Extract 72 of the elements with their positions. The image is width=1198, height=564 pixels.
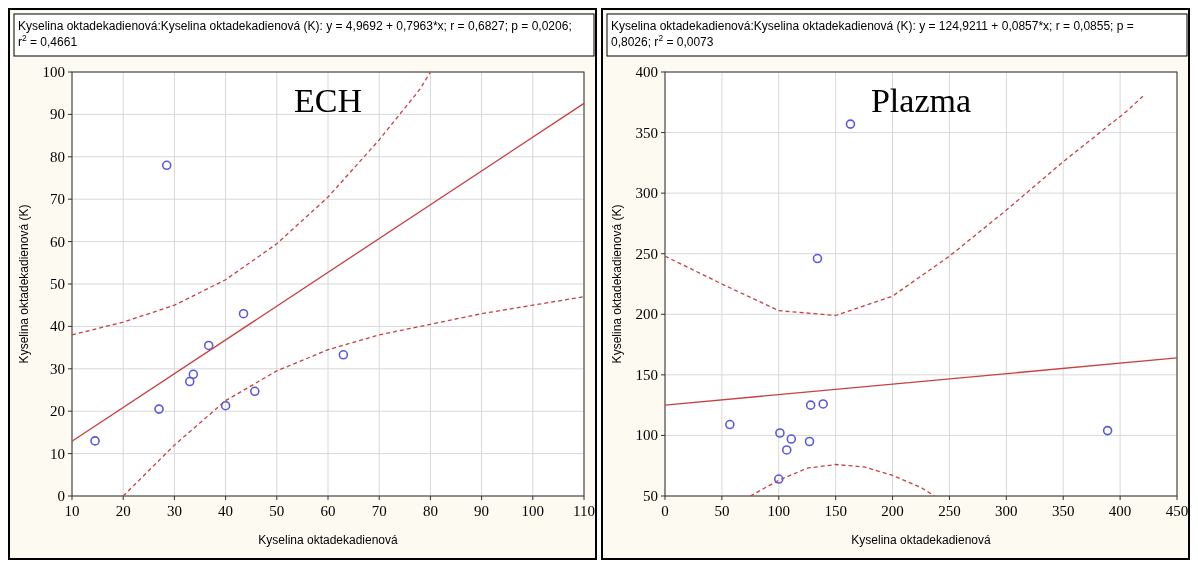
- y-tick-label: 100: [635, 427, 658, 444]
- y-axis-title: Kyselina oktadekadienová (K): [610, 204, 624, 364]
- text: Kyselina oktadekadienová:Kyselina oktadekadienová (K): y = 4,9692 + 0,7963*x; r = 0,6827; p = 0,0206; r$^{2}$ = 0,4661: [18, 19, 572, 49]
- line-series: [72, 72, 432, 336]
- x-tick-label: 60: [320, 503, 336, 519]
- x-tick-label: 50: [714, 503, 730, 519]
- x-tick-label: 30: [166, 503, 182, 519]
- point: [845, 119, 856, 129]
- point: [220, 400, 231, 411]
- x-tick-label: 10: [64, 503, 80, 519]
- y-tick-label: 100: [42, 64, 65, 80]
- y-tick-label: 10: [50, 445, 65, 462]
- x-axis-title: Kyselina oktadekadienová: [258, 533, 399, 547]
- point: [1102, 425, 1113, 436]
- x-tick-label: 100: [521, 503, 545, 519]
- y-tick-label: 20: [50, 403, 65, 420]
- y-tick-label: 350: [635, 124, 658, 141]
- y-tick-label: 50: [643, 488, 658, 504]
- y-tick-label: 90: [50, 106, 65, 123]
- x-tick-label: 450: [1165, 503, 1189, 519]
- point: [775, 428, 785, 438]
- x-axis-title: Kyselina oktadekadienová: [851, 533, 992, 547]
- x-tick-label: 100: [767, 503, 791, 519]
- x-tick-label: 250: [938, 503, 961, 519]
- y-tick-label: 40: [50, 318, 65, 335]
- point: [804, 436, 815, 447]
- point: [781, 445, 792, 455]
- x-tick-label: 40: [218, 503, 234, 519]
- point: [786, 434, 797, 444]
- line-series: [749, 463, 936, 496]
- point: [725, 419, 735, 430]
- y-tick-label: 30: [50, 360, 65, 377]
- y-axis-title: Kyselina oktadekadienová (K): [17, 204, 31, 364]
- y-tick-label: 250: [635, 245, 658, 262]
- x-tick-label: 90: [474, 503, 490, 519]
- point: [188, 369, 199, 380]
- x-tick-label: 80: [422, 503, 438, 519]
- x-tick-label: 0: [661, 503, 669, 519]
- x-tick-label: 350: [1051, 503, 1075, 519]
- x-tick-label: 200: [881, 503, 904, 519]
- x-tick-label: 110: [573, 503, 595, 519]
- point: [154, 404, 164, 414]
- y-tick-label: 70: [50, 191, 65, 208]
- chart-title: Plazma: [870, 82, 972, 119]
- x-tick-label: 400: [1108, 503, 1132, 519]
- point: [90, 436, 100, 446]
- x-tick-label: 20: [115, 503, 131, 519]
- point: [238, 308, 249, 319]
- point: [805, 400, 816, 410]
- point: [773, 474, 784, 484]
- point: [812, 253, 823, 264]
- y-tick-label: 150: [635, 366, 658, 383]
- point: [249, 386, 260, 397]
- point: [338, 350, 349, 360]
- chart-title: ECH: [294, 82, 362, 119]
- x-tick-label: 70: [371, 503, 387, 519]
- y-tick-label: 60: [50, 233, 65, 250]
- y-tick-label: 80: [50, 148, 65, 165]
- point: [818, 399, 828, 409]
- y-tick-label: 300: [635, 185, 658, 202]
- text: Kyselina oktadekadienová:Kyselina oktadekadienová (K): y = 124,9211 + 0,0857*x; r = 0,0855; p = 0,8026; r$^{2}$ = 0,0073: [611, 19, 1134, 49]
- y-tick-label: 400: [635, 64, 658, 80]
- point: [184, 376, 195, 387]
- x-tick-label: 150: [824, 503, 847, 519]
- y-tick-label: 0: [57, 488, 65, 504]
- x-tick-label: 50: [269, 503, 285, 519]
- y-tick-label: 200: [635, 306, 658, 323]
- point: [203, 340, 214, 351]
- point: [161, 160, 172, 171]
- x-tick-label: 300: [995, 503, 1018, 519]
- y-tick-label: 50: [50, 276, 65, 292]
- line-series: [122, 296, 584, 496]
